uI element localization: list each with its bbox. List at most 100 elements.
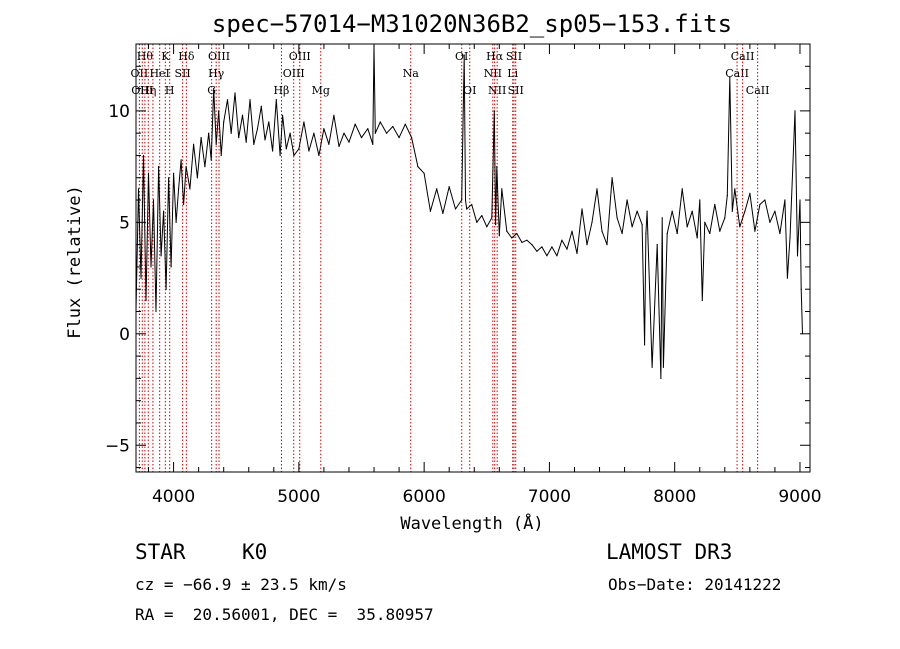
data-point [200, 137, 202, 139]
data-point [466, 208, 468, 210]
data-point [651, 366, 653, 368]
data-point [313, 132, 315, 134]
data-point [636, 210, 638, 212]
plot-frame [135, 43, 811, 473]
data-point [196, 177, 198, 179]
line-markers: OIIOIIIHθHηHeIKHSIIHδGHγOIIIHβOIIIOIIIMg… [131, 44, 769, 472]
data-point [606, 244, 608, 246]
data-point [796, 255, 799, 257]
data-point [719, 230, 721, 232]
data-point [398, 137, 400, 139]
data-point [516, 232, 518, 235]
data-point [726, 195, 728, 197]
data-point [193, 143, 195, 145]
data-point [666, 232, 668, 235]
line-marker-label: SII [174, 67, 190, 80]
data-point [293, 154, 295, 157]
line-marker-label: OI [463, 84, 476, 97]
data-point [704, 221, 706, 223]
data-point [641, 224, 643, 226]
data-point [471, 203, 473, 206]
x-axis: 4000 5000 6000 7000 8000 9000 [148, 44, 822, 507]
survey-label: LAMOST DR3 [606, 540, 733, 564]
data-point [800, 288, 802, 290]
x-tick-label: 8000 [653, 487, 696, 507]
data-point [759, 203, 761, 206]
data-point [155, 310, 157, 313]
data-point [506, 230, 508, 232]
line-marker-label: SII [506, 50, 522, 63]
data-point [175, 221, 177, 223]
data-point [731, 210, 733, 212]
data-point [729, 76, 731, 78]
data-point [571, 230, 573, 232]
line-marker-label: OII [131, 67, 149, 80]
data-point [442, 212, 444, 214]
data-point [298, 148, 300, 150]
data-point [279, 154, 281, 157]
coordinates: RA = 20.56001, DEC = 35.80957 [135, 605, 434, 624]
data-point [323, 128, 325, 130]
data-point [204, 166, 206, 168]
data-point [226, 99, 229, 101]
object-subclass: K0 [242, 540, 268, 564]
data-point [241, 114, 244, 116]
data-point [799, 199, 801, 201]
line-marker-label: SII [508, 84, 524, 97]
data-point [272, 150, 274, 152]
x-tick-label: 7000 [528, 487, 571, 507]
data-point [744, 210, 746, 212]
data-point [646, 210, 648, 212]
object-class: STAR [135, 540, 186, 564]
data-point [626, 199, 628, 201]
data-point [551, 246, 553, 248]
data-point [379, 121, 381, 123]
data-point [786, 277, 789, 279]
data-point [360, 137, 363, 139]
data-point [423, 172, 425, 174]
data-point [476, 221, 478, 223]
data-point [709, 232, 711, 235]
y-axis-label: Flux (relative) [65, 185, 85, 339]
data-point [145, 299, 147, 301]
line-marker-label: HeI [149, 67, 169, 80]
line-marker-label: H [165, 84, 175, 97]
data-point [343, 132, 345, 134]
data-point [333, 114, 335, 116]
data-point [764, 199, 766, 201]
data-point [328, 143, 330, 145]
data-point [586, 244, 588, 246]
data-point [338, 145, 340, 148]
data-point [601, 230, 603, 232]
data-point [318, 154, 320, 157]
line-marker-label: Hδ [178, 50, 195, 63]
data-point [249, 99, 251, 101]
x-tick-label: 9000 [778, 487, 821, 507]
data-point [714, 203, 716, 206]
data-point [611, 177, 613, 179]
data-point [644, 344, 646, 346]
redshift-velocity: cz = −66.9 ± 23.5 km/s [135, 575, 347, 594]
data-point [234, 92, 236, 94]
data-point [645, 232, 647, 235]
data-point [348, 141, 350, 143]
data-point [734, 188, 736, 190]
data-point [481, 215, 483, 217]
data-point [140, 277, 142, 279]
data-point [218, 110, 220, 112]
line-marker-label: Li [507, 67, 518, 80]
data-point [486, 226, 488, 228]
data-point [417, 166, 419, 168]
data-point [656, 244, 658, 246]
observation-date: Obs−Date: 20141222 [608, 575, 782, 594]
data-point [789, 237, 791, 239]
data-point [256, 128, 259, 130]
data-point [180, 159, 182, 161]
data-point [696, 237, 698, 239]
data-point [178, 188, 180, 190]
data-point [701, 299, 703, 301]
data-point [536, 250, 538, 252]
data-point [189, 188, 191, 190]
data-point [511, 237, 513, 239]
